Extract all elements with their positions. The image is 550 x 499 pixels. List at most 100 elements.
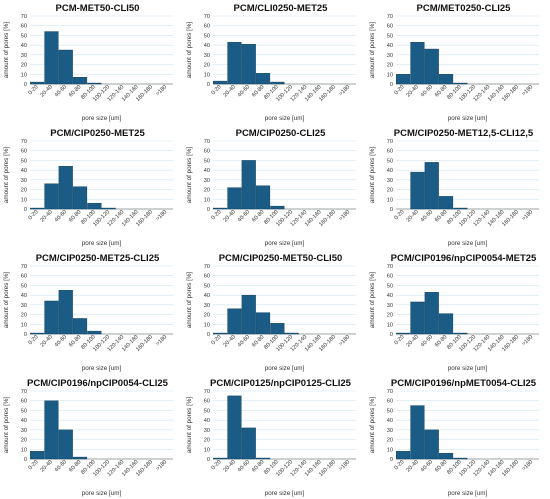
y-tick-label: 0 [207, 207, 210, 213]
y-tick-label: 30 [21, 303, 27, 309]
bar-chart: PCM/CIP0250-MET25 0 10 20 30 40 50 60 70 0-20 20-4… [3, 128, 173, 247]
bar [58, 429, 73, 460]
y-tick-label: 30 [387, 303, 393, 309]
y-axis-label: amount of pores [%] [369, 22, 376, 79]
bar [453, 457, 468, 460]
bar-chart: PCM/CLI0250-MET25 0 10 20 30 40 50 60 70 0-20 20-4… [186, 3, 356, 122]
y-tick-label: 10 [387, 72, 393, 78]
y-tick-label: 0 [207, 332, 210, 338]
bar [270, 323, 285, 335]
chart-title: PCM/CIP0250-MET12,5-CLI12,5 [394, 128, 534, 139]
y-tick-label: 50 [387, 283, 393, 289]
y-tick-label: 10 [204, 197, 210, 203]
bar [410, 42, 425, 85]
bar [227, 308, 242, 335]
bar [396, 451, 411, 460]
y-tick-label: 0 [24, 332, 27, 338]
y-tick-label: 60 [387, 399, 393, 405]
bar-chart: PCM/CIP0196/npCIP0054-CLI25 0 10 20 30 40 50 60… [3, 378, 173, 497]
y-tick-label: 40 [204, 168, 210, 174]
x-tick-label: >180 [521, 209, 534, 222]
x-tick-label: 20-40 [40, 209, 54, 223]
y-tick-label: 60 [204, 399, 210, 405]
y-tick-label: 40 [387, 293, 393, 299]
y-tick-label: 10 [204, 322, 210, 328]
x-axis-label: pore size [um] [265, 240, 305, 247]
y-tick-label: 60 [21, 24, 27, 30]
y-axis-label: amount of pores [%] [3, 397, 10, 454]
x-tick-label: 40-60 [54, 334, 68, 348]
x-tick-label: 20-40 [406, 209, 420, 223]
y-tick-label: 10 [204, 447, 210, 453]
y-tick-label: 30 [204, 303, 210, 309]
x-tick-label: >180 [338, 459, 351, 472]
chart-panel: PCM/CIP0250-MET25 0 10 20 30 40 50 60 70 0-20 20-4… [0, 125, 183, 249]
y-axis-label: amount of pores [%] [369, 272, 376, 329]
y-tick-label: 40 [387, 418, 393, 424]
bar [213, 332, 228, 335]
x-tick-label: 40-60 [420, 84, 434, 98]
bar [227, 187, 242, 210]
bar [270, 81, 285, 85]
y-tick-label: 70 [21, 389, 27, 395]
y-tick-label: 70 [204, 264, 210, 270]
bar [424, 292, 439, 335]
bar [72, 186, 88, 210]
x-tick-label: 40-60 [54, 459, 68, 473]
x-tick-label: >180 [521, 84, 534, 97]
bar [410, 171, 425, 210]
x-tick-label: 0-20 [393, 459, 405, 471]
y-axis-label: amount of pores [%] [186, 147, 193, 204]
bar [44, 400, 59, 460]
bar [44, 183, 59, 210]
y-tick-label: 60 [21, 149, 27, 155]
bar [255, 185, 271, 210]
bar [241, 43, 256, 85]
bar [453, 332, 468, 335]
x-tick-label: 0-20 [27, 459, 39, 471]
chart-panel: PCM/CIP0250-CLI25 0 10 20 30 40 50 60 70 0-20 20-4… [183, 125, 366, 249]
x-tick-label: 0-20 [210, 209, 222, 221]
x-tick-label: 20-40 [406, 334, 420, 348]
x-tick-label: >180 [521, 459, 534, 472]
bar [241, 427, 256, 460]
y-axis-label: amount of pores [%] [3, 22, 10, 79]
y-tick-label: 50 [387, 33, 393, 39]
y-tick-label: 50 [204, 408, 210, 414]
x-tick-label: >180 [521, 334, 534, 347]
y-tick-label: 70 [204, 14, 210, 20]
y-tick-label: 30 [204, 178, 210, 184]
y-tick-label: 20 [21, 63, 27, 69]
y-tick-label: 0 [390, 82, 393, 88]
bar [241, 160, 256, 210]
y-tick-label: 10 [387, 447, 393, 453]
chart-title: PCM/CLI0250-MET25 [234, 3, 329, 14]
y-tick-label: 0 [207, 82, 210, 88]
chart-title: PCM-MET50-CLI50 [56, 3, 140, 14]
bar-chart: PCM/CIP0250-MET50-CLI50 0 10 20 30 40 50 60 70 0-… [186, 253, 356, 372]
x-tick-label: 0-20 [27, 334, 39, 346]
bar [30, 81, 45, 85]
x-axis-label: pore size [um] [265, 490, 305, 497]
x-tick-label: >180 [155, 459, 168, 472]
x-tick-label: 0-20 [27, 209, 39, 221]
bar [438, 196, 454, 210]
bar [424, 162, 439, 210]
bar [255, 457, 271, 460]
y-tick-label: 50 [21, 408, 27, 414]
x-tick-label: 0-20 [210, 334, 222, 346]
y-tick-label: 40 [21, 418, 27, 424]
chart-title: PCM/CIP0196/npCIP0054-CLI25 [27, 378, 169, 389]
bar [87, 202, 102, 210]
y-tick-label: 10 [21, 447, 27, 453]
bar [270, 205, 285, 210]
bar [72, 76, 88, 85]
y-tick-label: 0 [24, 457, 27, 463]
y-axis-label: amount of pores [%] [186, 397, 193, 454]
y-tick-label: 30 [21, 428, 27, 434]
bar [213, 80, 228, 85]
chart-panel: PCM/MET0250-CLI25 0 10 20 30 40 50 60 70 0-20 20-4… [366, 0, 549, 124]
x-tick-label: 40-60 [420, 209, 434, 223]
x-tick-label: 20-40 [406, 459, 420, 473]
y-tick-label: 70 [387, 14, 393, 20]
